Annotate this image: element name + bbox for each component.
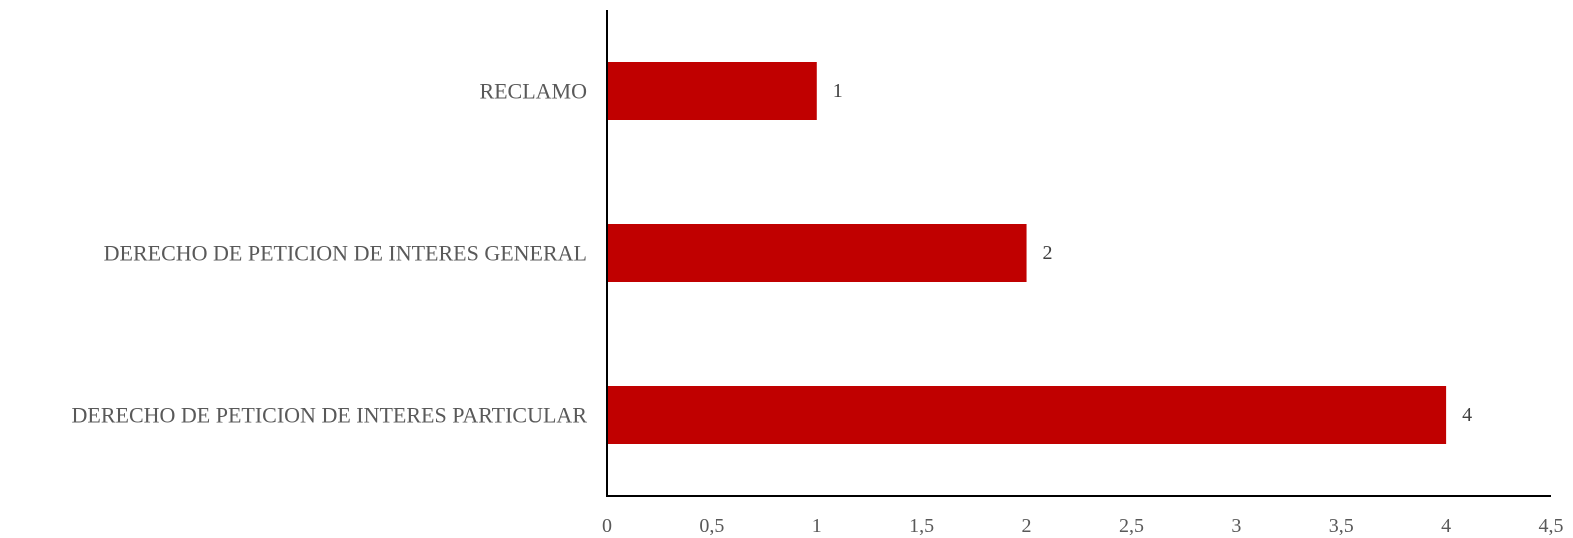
x-tick-labels: 0 0,5 1 1,5 2 2,5 3 3,5 4 4,5: [602, 515, 1564, 537]
x-tick-label: 1,5: [909, 515, 934, 537]
x-tick-label: 1: [812, 515, 822, 537]
data-label: 2: [1043, 242, 1053, 264]
x-tick-label: 0,5: [699, 515, 724, 537]
bar: [607, 386, 1447, 444]
data-label: 1: [833, 80, 843, 102]
category-label: DERECHO DE PETICION DE INTERES PARTICULA…: [72, 403, 588, 428]
x-tick-label: 2,5: [1119, 515, 1144, 537]
x-tick-label: 0: [602, 515, 612, 537]
x-tick-label: 4: [1441, 515, 1451, 537]
data-labels: 1 2 4: [833, 80, 1472, 426]
bar: [607, 62, 817, 120]
data-label: 4: [1462, 404, 1472, 426]
x-tick-label: 2: [1022, 515, 1032, 537]
bar: [607, 224, 1027, 282]
category-label: RECLAMO: [479, 79, 587, 104]
category-labels: RECLAMO DERECHO DE PETICION DE INTERES GE…: [72, 79, 588, 428]
x-tick-label: 4,5: [1539, 515, 1564, 537]
x-tick-label: 3,5: [1329, 515, 1354, 537]
bars-group: [607, 62, 1447, 444]
category-label: DERECHO DE PETICION DE INTERES GENERAL: [104, 241, 587, 266]
x-tick-label: 3: [1231, 515, 1241, 537]
